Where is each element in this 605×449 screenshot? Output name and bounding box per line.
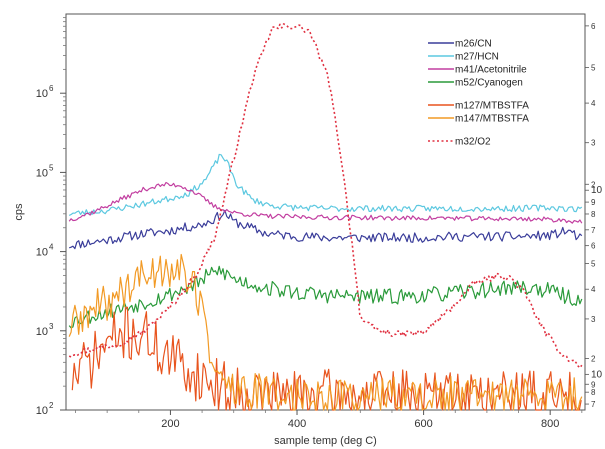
legend-label: m27/HCN [455, 52, 499, 63]
legend-label: m127/MTBSTFA [455, 101, 529, 112]
y-tick-exponent: 4 [49, 243, 54, 252]
plot-frame [65, 13, 586, 411]
right-axis-tick-label: 5 [591, 259, 596, 268]
y-tick-exponent: 2 [49, 401, 54, 410]
right-axis-tick-label: 2 [591, 180, 596, 189]
x-tick-label: 600 [414, 418, 432, 430]
y-axis-label: cps [13, 203, 25, 221]
y-tick-label: 10 [36, 167, 48, 179]
legend-label: m147/MTBSTFA [455, 114, 529, 125]
y-tick-exponent: 5 [49, 163, 54, 172]
right-axis-tick-label: 3 [591, 315, 596, 324]
right-axis-tick-label: 10 [591, 185, 603, 196]
right-axis-tick-label: 7 [591, 226, 596, 235]
legend-label: m26/CN [455, 39, 492, 50]
series-line-m32-o2 [68, 23, 583, 369]
right-axis-tick-label: 3 [591, 139, 596, 148]
right-axis-tick-label: 5 [591, 63, 596, 72]
right-axis-tick-label: 6 [591, 22, 596, 31]
right-axis-tick-label: 7 [591, 400, 596, 409]
right-axis-tick-label: 2 [591, 355, 596, 364]
right-axis-tick-label: 8 [591, 388, 596, 397]
x-axis-label: sample temp (deg C) [274, 435, 377, 447]
right-axis-tick-label: 4 [591, 99, 596, 108]
y-tick-label: 10 [36, 247, 48, 259]
right-axis-tick-label: 10 [591, 369, 603, 380]
y-tick-label: 10 [36, 326, 48, 338]
series-line-m52-cyanogen [68, 265, 583, 329]
x-tick-label: 800 [541, 418, 559, 430]
series-lines [68, 23, 583, 411]
legend: m26/CN m27/HCN m41/Acetonitrile m52/Cyanoge… [428, 39, 529, 148]
right-axis-tick-label: 9 [591, 380, 596, 389]
x-tick-label: 400 [288, 418, 306, 430]
series-line-m26-cn [69, 209, 583, 250]
right-axis-tick-label: 8 [591, 210, 596, 219]
legend-label: m32/O2 [455, 137, 491, 148]
y-tick-exponent: 6 [49, 84, 54, 93]
legend-label: m41/Acetonitrile [455, 65, 527, 76]
x-tick-label: 200 [161, 418, 179, 430]
y-tick-exponent: 3 [49, 322, 54, 331]
series-line-m147-mtbstfa [68, 253, 583, 411]
y-tick-label: 10 [36, 405, 48, 417]
legend-label: m52/Cyanogen [455, 78, 523, 89]
right-axis-tick-label: 6 [591, 242, 596, 251]
y-tick-label: 10 [36, 88, 48, 100]
plot-area [65, 13, 586, 411]
series-line-m127-mtbstfa [71, 306, 582, 411]
right-axis-tick-label: 9 [591, 198, 596, 207]
series-line-m27-hcn [68, 153, 583, 216]
series-line-m41-acetonitrile [68, 181, 583, 224]
right-axis-tick-label: 4 [591, 285, 596, 294]
